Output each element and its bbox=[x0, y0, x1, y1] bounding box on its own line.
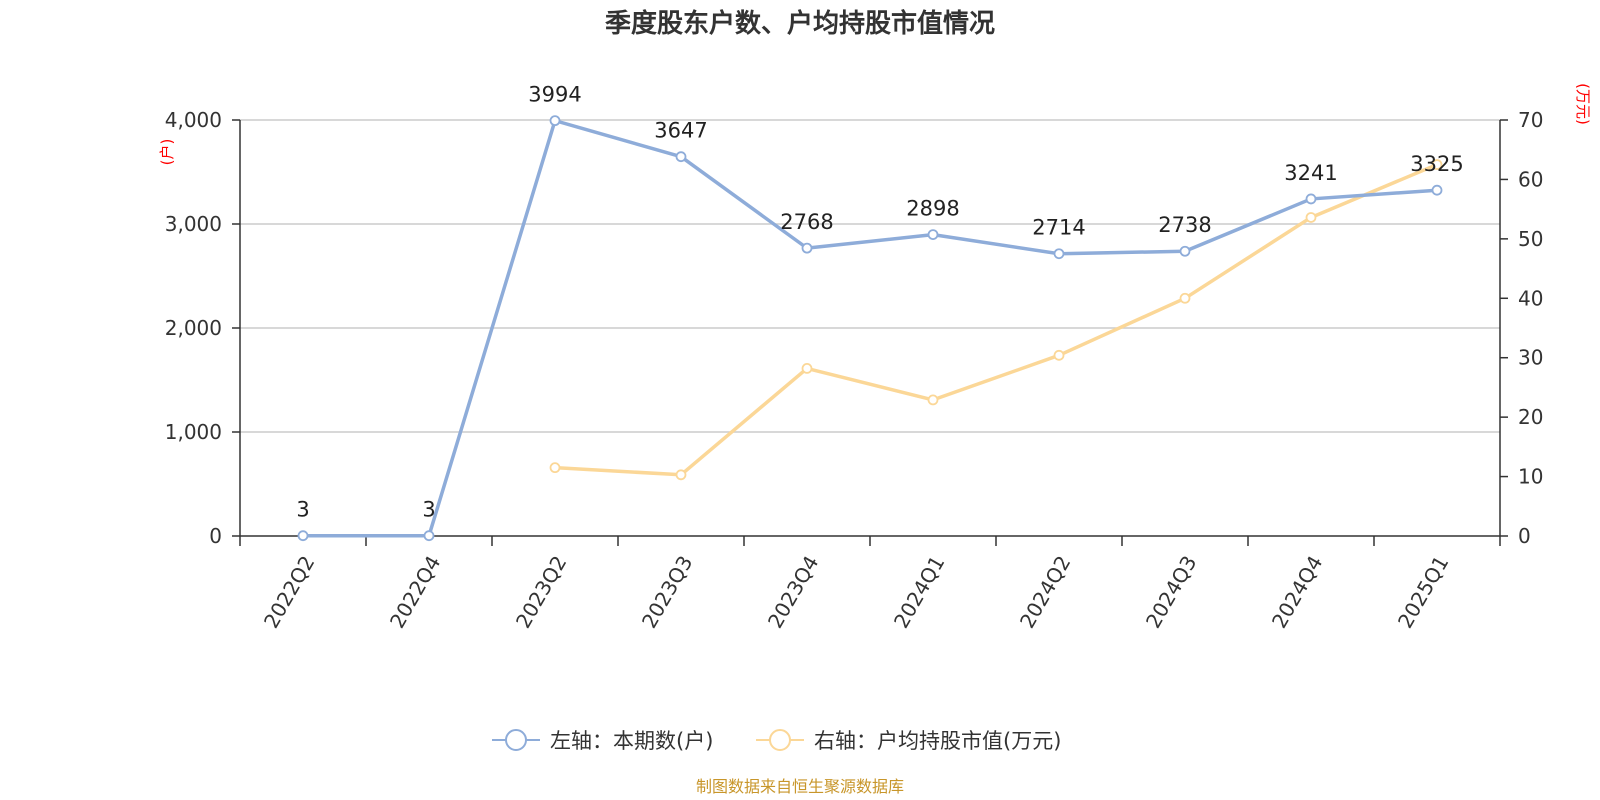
x-tick-label: 2024Q4 bbox=[1267, 552, 1327, 633]
data-point bbox=[1431, 184, 1443, 196]
x-tick-label: 2023Q2 bbox=[511, 552, 571, 633]
left-tick-label: 2,000 bbox=[165, 316, 222, 340]
right-axis-unit: (万元) bbox=[1574, 83, 1592, 125]
x-tick-label: 2022Q4 bbox=[385, 552, 445, 633]
series-line bbox=[303, 118, 1438, 538]
data-point bbox=[801, 363, 813, 374]
data-point bbox=[1305, 193, 1317, 205]
legend-label-series2: 右轴：户均持股市值(万元) bbox=[814, 729, 1061, 753]
axes bbox=[232, 119, 1508, 546]
x-tick-label: 2025Q1 bbox=[1393, 552, 1453, 633]
data-label: 3 bbox=[296, 498, 309, 522]
chart-title: 季度股东户数、户均持股市值情况 bbox=[605, 8, 995, 39]
left-axis-ticks: 0 1,000 2,000 3,000 4,000 bbox=[165, 108, 222, 548]
series-avg-holding-value bbox=[549, 159, 1443, 481]
right-axis-ticks: 0 10 20 30 40 50 60 70 bbox=[1518, 108, 1543, 548]
x-tick-label: 2023Q3 bbox=[637, 552, 697, 633]
data-point bbox=[927, 229, 939, 241]
legend-swatch-circle-series2 bbox=[769, 729, 791, 751]
data-point bbox=[1053, 248, 1065, 260]
data-label: 3325 bbox=[1410, 152, 1463, 176]
data-point bbox=[1305, 212, 1317, 223]
right-tick-label: 70 bbox=[1518, 108, 1543, 132]
left-axis-unit: (户) bbox=[158, 139, 176, 166]
data-label: 2714 bbox=[1032, 216, 1085, 240]
data-point bbox=[549, 115, 561, 127]
x-tick-label: 2024Q1 bbox=[889, 552, 949, 633]
x-tick-label: 2024Q2 bbox=[1015, 552, 1075, 633]
legend-item-series2[interactable]: 右轴：户均持股市值(万元) bbox=[756, 729, 1061, 753]
series-shareholder-count bbox=[297, 115, 1443, 542]
data-point bbox=[1179, 292, 1191, 304]
left-tick-label: 3,000 bbox=[165, 212, 222, 236]
grid-lines bbox=[240, 119, 1500, 433]
data-point bbox=[1053, 349, 1065, 361]
right-tick-label: 10 bbox=[1518, 465, 1543, 489]
legend-label-series1: 左轴：本期数(户) bbox=[550, 729, 713, 753]
legend-swatch-circle-series1 bbox=[505, 729, 527, 751]
data-point bbox=[1179, 245, 1191, 257]
right-tick-label: 30 bbox=[1518, 346, 1543, 370]
legend-item-series1[interactable]: 左轴：本期数(户) bbox=[492, 729, 713, 753]
data-label: 2898 bbox=[906, 197, 959, 221]
series-line bbox=[554, 162, 1438, 477]
data-label: 3647 bbox=[654, 119, 707, 143]
data-label: 3 bbox=[422, 498, 435, 522]
right-tick-label: 50 bbox=[1518, 227, 1543, 251]
data-source: 制图数据来自恒生聚源数据库 bbox=[696, 777, 904, 796]
x-tick-label: 2024Q3 bbox=[1141, 552, 1201, 633]
x-tick-label: 2023Q4 bbox=[763, 552, 823, 633]
x-tick-label: 2022Q2 bbox=[259, 552, 319, 633]
data-label: 3994 bbox=[528, 83, 581, 107]
data-point bbox=[423, 530, 435, 542]
data-point bbox=[927, 394, 939, 406]
right-tick-label: 60 bbox=[1518, 167, 1543, 191]
data-point bbox=[675, 469, 687, 481]
data-label: 3241 bbox=[1284, 161, 1337, 185]
right-tick-label: 0 bbox=[1518, 524, 1531, 548]
data-point bbox=[1431, 159, 1443, 170]
left-tick-label: 4,000 bbox=[165, 108, 222, 132]
left-tick-label: 0 bbox=[209, 524, 222, 548]
left-tick-label: 1,000 bbox=[165, 420, 222, 444]
data-labels: 3 3 3994 3647 2768 2898 2714 2738 3241 3325 bbox=[296, 83, 1463, 522]
right-tick-label: 20 bbox=[1518, 405, 1543, 429]
data-label: 2738 bbox=[1158, 213, 1211, 237]
right-tick-label: 40 bbox=[1518, 286, 1543, 310]
data-point bbox=[801, 242, 813, 254]
data-point bbox=[549, 462, 561, 474]
data-label: 2768 bbox=[780, 210, 833, 234]
data-point bbox=[675, 151, 687, 163]
legend[interactable]: 左轴：本期数(户) 右轴：户均持股市值(万元) bbox=[492, 729, 1061, 753]
data-point bbox=[297, 530, 309, 542]
x-axis-ticks: 2022Q2 2022Q4 2023Q2 2023Q3 2023Q4 2024Q1 2024… bbox=[259, 552, 1453, 633]
